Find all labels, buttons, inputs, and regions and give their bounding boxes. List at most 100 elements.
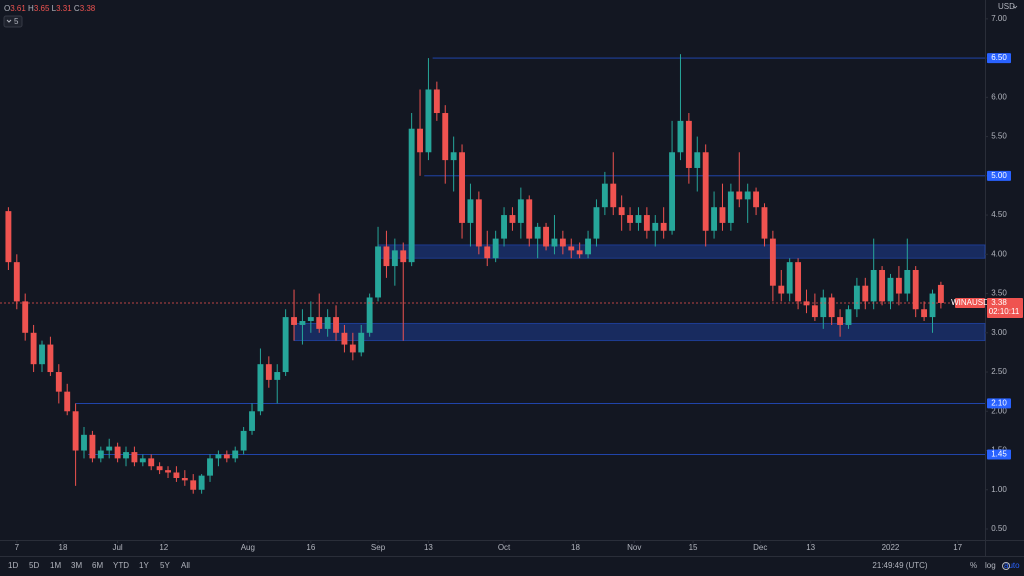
candle-body (727, 191, 734, 223)
x-tick-label: 2022 (882, 543, 900, 552)
y-tick-label: 0.50 (991, 524, 1007, 533)
candle-body (39, 344, 45, 365)
indicator-toggle[interactable]: 5 (3, 15, 23, 28)
candle-body (492, 238, 499, 259)
candle-body (484, 246, 491, 259)
candle-body (257, 364, 264, 412)
candle-body (72, 411, 79, 451)
candle-body (459, 152, 465, 223)
candle-body (803, 301, 810, 306)
candle-body (778, 285, 785, 294)
candle-body (375, 246, 381, 298)
ohlc-key: C (74, 4, 80, 13)
candle-body (862, 285, 869, 302)
x-tick-label: 15 (689, 543, 698, 552)
range-button[interactable]: 1D (8, 561, 18, 570)
x-tick-label: Jul (112, 543, 122, 552)
candle-body (475, 199, 482, 247)
x-tick-label: Aug (241, 543, 255, 552)
scale-toggle[interactable]: auto (1004, 561, 1020, 570)
candle-body (139, 458, 146, 463)
ohlc-legend: O3.61 H3.65 L3.31 C3.38 (4, 4, 96, 13)
candle-body (131, 452, 138, 463)
candle-body (442, 113, 449, 161)
candle-body (627, 215, 634, 223)
y-tick-label: 2.00 (991, 406, 1007, 415)
candle-body (685, 120, 692, 168)
candle-body (417, 128, 423, 153)
candle-body (593, 207, 600, 239)
candle-body (207, 458, 213, 476)
candle-body (89, 434, 96, 459)
candle-body (585, 238, 591, 255)
x-tick-label: 17 (953, 543, 962, 552)
y-tick-label: 6.00 (991, 92, 1007, 101)
candle-body (543, 226, 549, 247)
range-button[interactable]: YTD (113, 561, 129, 570)
candle-body (669, 152, 676, 231)
zone (293, 322, 986, 342)
candle-body (282, 317, 289, 373)
candle-body (366, 297, 373, 333)
currency[interactable]: USD (998, 2, 1015, 11)
candle-body (643, 215, 650, 231)
candle-body (753, 191, 760, 208)
toolbar: 1D 5D 1M 3M 6M YTD 1Y 5Y All% log auto (8, 561, 1020, 570)
x-tick-label: 12 (159, 543, 168, 552)
candle-body (383, 246, 390, 267)
scale-toggle[interactable]: % (970, 561, 977, 570)
candle-body (358, 332, 365, 353)
candle-body (652, 222, 659, 231)
range-button[interactable]: 3M (71, 561, 82, 570)
candle-body (559, 238, 566, 247)
candle-body (526, 199, 533, 239)
chevron (1012, 5, 1018, 9)
ohlc-value: 3.38 (80, 4, 96, 13)
symbol-label: WINAUSD (951, 298, 989, 307)
candle-body (13, 262, 20, 302)
ohlc-key: L (52, 4, 57, 13)
candle-body (795, 262, 802, 302)
candle-body (114, 446, 121, 459)
candle-body (509, 215, 516, 223)
candle-body (702, 152, 709, 231)
x-tick-label: 13 (424, 543, 433, 552)
candle-body (333, 317, 339, 333)
ohlc-value: 3.61 (10, 4, 26, 13)
candle-body (761, 207, 768, 239)
candle-body (240, 430, 247, 451)
candle-body (921, 309, 928, 318)
candle-body (47, 344, 54, 373)
candle-body (291, 317, 297, 325)
range-button[interactable]: 5D (29, 561, 39, 570)
range-button[interactable]: 1M (50, 561, 61, 570)
range-button[interactable]: 1Y (139, 561, 149, 570)
candle-body (433, 89, 440, 114)
indicator-button[interactable] (3, 15, 23, 28)
x-tick-label: Sep (371, 543, 386, 552)
y-tick-label: 4.00 (991, 249, 1007, 258)
level-label: 2.10 (991, 399, 1007, 408)
candle-body (929, 293, 936, 318)
candle-body (97, 450, 104, 459)
candle-body (694, 152, 701, 168)
x-tick-label: Oct (498, 543, 511, 552)
price-label: 3.38 (991, 298, 1007, 307)
y-tick-label: 3.50 (991, 289, 1007, 298)
plot (0, 54, 986, 494)
candle-body (467, 199, 474, 223)
candle-body (576, 250, 583, 255)
candle-body (249, 411, 255, 431)
range-button[interactable]: 5Y (160, 561, 170, 570)
range-button[interactable]: 6M (92, 561, 103, 570)
scale-toggle[interactable]: log (985, 561, 996, 570)
level-badge (987, 170, 1011, 181)
candle-body (551, 238, 558, 247)
level-label: 1.45 (991, 450, 1007, 459)
settings-icon[interactable] (1002, 562, 1010, 570)
candle-body (744, 191, 751, 200)
level-label: 5.00 (991, 171, 1007, 180)
range-button[interactable]: All (181, 561, 190, 570)
y-tick-label: 2.50 (991, 367, 1007, 376)
candle-body (190, 480, 197, 490)
